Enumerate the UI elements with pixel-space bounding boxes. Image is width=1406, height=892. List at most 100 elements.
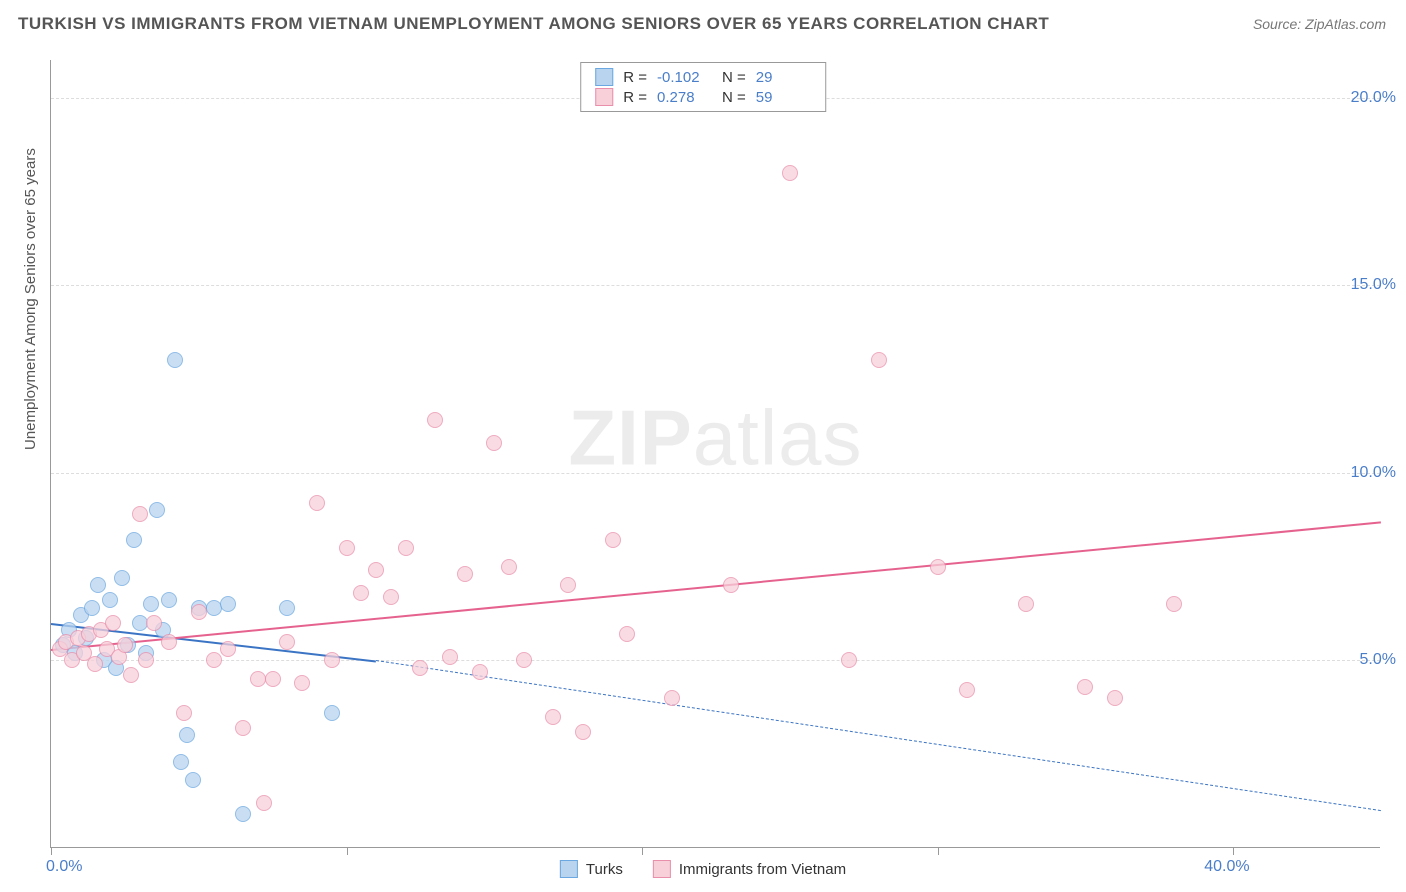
data-point	[930, 559, 946, 575]
data-point	[383, 589, 399, 605]
data-point	[132, 506, 148, 522]
legend-series-item: Turks	[560, 860, 623, 878]
data-point	[545, 709, 561, 725]
legend-swatch	[595, 68, 613, 86]
data-point	[841, 652, 857, 668]
y-tick-label: 10.0%	[1351, 464, 1396, 482]
grid-line	[51, 660, 1380, 661]
y-tick-label: 15.0%	[1351, 276, 1396, 294]
y-tick-label: 20.0%	[1351, 89, 1396, 107]
data-point	[619, 626, 635, 642]
data-point	[723, 577, 739, 593]
data-point	[575, 724, 591, 740]
x-tick-label: 40.0%	[1204, 858, 1249, 876]
watermark-rest: atlas	[693, 393, 863, 481]
data-point	[167, 352, 183, 368]
data-point	[132, 615, 148, 631]
data-point	[126, 532, 142, 548]
chart-title: TURKISH VS IMMIGRANTS FROM VIETNAM UNEMP…	[18, 14, 1049, 34]
legend-r-value: -0.102	[657, 69, 712, 86]
data-point	[206, 652, 222, 668]
data-point	[1018, 596, 1034, 612]
x-tick-label: 0.0%	[46, 858, 82, 876]
data-point	[185, 772, 201, 788]
y-axis-label: Unemployment Among Seniors over 65 years	[22, 148, 39, 450]
data-point	[102, 592, 118, 608]
data-point	[486, 435, 502, 451]
data-point	[605, 532, 621, 548]
data-point	[368, 562, 384, 578]
data-point	[179, 727, 195, 743]
data-point	[664, 690, 680, 706]
data-point	[279, 634, 295, 650]
watermark-bold: ZIP	[568, 393, 692, 481]
legend-row: R = 0.278 N = 59	[595, 87, 811, 107]
grid-line	[51, 473, 1380, 474]
data-point	[161, 592, 177, 608]
data-point	[427, 412, 443, 428]
legend-series-label: Immigrants from Vietnam	[679, 861, 846, 878]
data-point	[149, 502, 165, 518]
legend-n-label: N =	[722, 69, 746, 86]
legend-r-value: 0.278	[657, 89, 712, 106]
data-point	[191, 604, 207, 620]
watermark: ZIPatlas	[568, 392, 862, 483]
data-point	[138, 652, 154, 668]
legend-n-label: N =	[722, 89, 746, 106]
legend-swatch	[560, 860, 578, 878]
data-point	[176, 705, 192, 721]
x-tick	[1233, 847, 1234, 855]
data-point	[161, 634, 177, 650]
plot-area: ZIPatlas	[50, 60, 1380, 848]
data-point	[87, 656, 103, 672]
x-tick	[642, 847, 643, 855]
chart-container: TURKISH VS IMMIGRANTS FROM VIETNAM UNEMP…	[0, 0, 1406, 892]
legend-r-label: R =	[623, 69, 647, 86]
data-point	[123, 667, 139, 683]
legend-swatch	[653, 860, 671, 878]
data-point	[472, 664, 488, 680]
data-point	[560, 577, 576, 593]
legend-series-item: Immigrants from Vietnam	[653, 860, 846, 878]
y-tick-label: 5.0%	[1360, 651, 1396, 669]
data-point	[398, 540, 414, 556]
legend-series: Turks Immigrants from Vietnam	[560, 860, 846, 878]
x-tick	[938, 847, 939, 855]
data-point	[1077, 679, 1093, 695]
data-point	[105, 615, 121, 631]
data-point	[265, 671, 281, 687]
data-point	[114, 570, 130, 586]
chart-source: Source: ZipAtlas.com	[1253, 16, 1386, 32]
data-point	[1166, 596, 1182, 612]
data-point	[206, 600, 222, 616]
data-point	[353, 585, 369, 601]
data-point	[235, 806, 251, 822]
data-point	[412, 660, 428, 676]
data-point	[871, 352, 887, 368]
legend-n-value: 59	[756, 89, 811, 106]
data-point	[309, 495, 325, 511]
data-point	[959, 682, 975, 698]
data-point	[782, 165, 798, 181]
data-point	[84, 600, 100, 616]
legend-r-label: R =	[623, 89, 647, 106]
data-point	[220, 641, 236, 657]
data-point	[173, 754, 189, 770]
legend-row: R = -0.102 N = 29	[595, 67, 811, 87]
data-point	[1107, 690, 1123, 706]
trend-line	[51, 522, 1381, 652]
data-point	[324, 652, 340, 668]
legend-correlation: R = -0.102 N = 29 R = 0.278 N = 59	[580, 62, 826, 112]
data-point	[146, 615, 162, 631]
data-point	[235, 720, 251, 736]
data-point	[279, 600, 295, 616]
data-point	[324, 705, 340, 721]
data-point	[339, 540, 355, 556]
x-tick	[51, 847, 52, 855]
legend-n-value: 29	[756, 69, 811, 86]
x-tick	[347, 847, 348, 855]
data-point	[294, 675, 310, 691]
data-point	[457, 566, 473, 582]
data-point	[501, 559, 517, 575]
data-point	[220, 596, 236, 612]
